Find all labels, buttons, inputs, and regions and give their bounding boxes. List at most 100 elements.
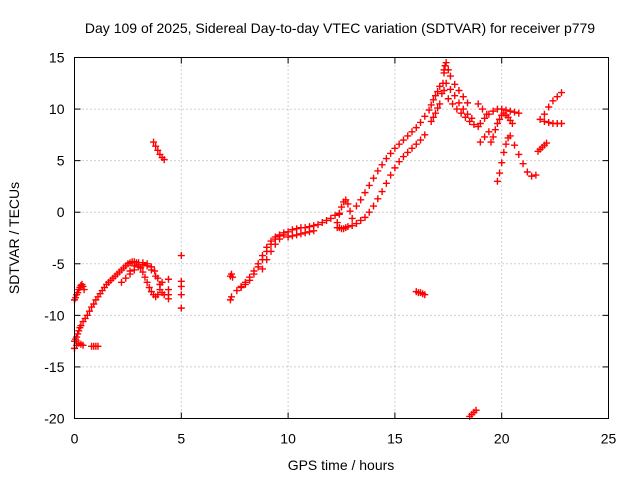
data-point — [139, 268, 147, 276]
grid-lines — [74, 57, 609, 419]
data-point — [158, 289, 166, 297]
data-point — [399, 153, 407, 161]
data-point — [164, 295, 172, 303]
x-tick-label: 10 — [280, 431, 296, 447]
data-point — [361, 213, 369, 221]
data-point — [545, 118, 553, 126]
data-point — [77, 322, 85, 330]
data-point — [506, 107, 514, 115]
data-point — [293, 225, 301, 233]
data-point — [151, 267, 159, 275]
data-point — [258, 265, 266, 273]
data-point — [237, 284, 245, 292]
data-point — [540, 110, 548, 118]
data-point — [421, 131, 429, 139]
data-point — [457, 109, 465, 117]
data-point — [357, 196, 365, 204]
y-tick-labels: -20 -15 -10 -5 0 5 10 15 — [44, 50, 64, 427]
data-point — [500, 148, 508, 156]
data-point — [440, 69, 448, 77]
data-point — [453, 105, 461, 113]
data-point — [464, 99, 472, 107]
data-point — [378, 161, 386, 169]
data-point — [227, 293, 235, 301]
data-point — [338, 203, 345, 211]
data-point — [421, 291, 429, 299]
data-point — [288, 232, 296, 240]
data-point — [250, 270, 258, 278]
y-tick-label: 5 — [57, 153, 65, 169]
data-point — [154, 146, 162, 154]
data-point — [523, 168, 531, 176]
data-point — [83, 311, 91, 319]
y-tick-label: 0 — [57, 204, 65, 220]
data-point — [481, 114, 489, 122]
x-axis-label: GPS time / hours — [288, 457, 395, 473]
data-point — [348, 222, 356, 230]
data-point — [301, 229, 309, 237]
y-tick-label: -10 — [44, 307, 64, 323]
data-point — [498, 159, 506, 167]
data-point — [511, 141, 519, 149]
data-point — [177, 252, 185, 260]
data-point — [519, 160, 527, 168]
data-point — [85, 307, 93, 315]
data-point — [408, 144, 416, 152]
data-point — [404, 148, 412, 156]
data-point — [421, 112, 429, 120]
data-point — [540, 117, 548, 125]
data-point — [408, 128, 416, 136]
data-point — [284, 233, 292, 241]
data-point — [229, 273, 237, 281]
data-point — [515, 109, 523, 117]
data-point — [493, 177, 501, 185]
y-tick-label: -15 — [44, 359, 64, 375]
data-point — [417, 136, 425, 144]
data-point — [382, 155, 390, 163]
data-point — [399, 136, 407, 144]
data-point — [444, 66, 452, 74]
axis-ticks — [74, 57, 609, 419]
data-point — [352, 202, 360, 210]
data-point — [352, 220, 360, 228]
y-tick-label: -20 — [44, 411, 64, 427]
data-point — [391, 144, 399, 152]
data-point — [382, 179, 390, 187]
data-point — [314, 221, 322, 229]
data-point — [271, 240, 279, 248]
data-point — [476, 120, 484, 128]
data-point — [436, 100, 444, 108]
data-point — [491, 126, 499, 134]
data-point — [498, 105, 506, 113]
data-point — [543, 139, 551, 147]
data-point — [459, 93, 467, 101]
data-point — [331, 211, 339, 219]
data-point — [429, 96, 437, 104]
data-point — [387, 171, 395, 179]
x-tick-label: 0 — [71, 431, 79, 447]
data-point — [344, 223, 352, 231]
data-point — [233, 287, 241, 295]
data-point — [141, 273, 149, 281]
y-tick-label: 15 — [49, 50, 65, 66]
data-point — [532, 171, 540, 179]
data-point — [297, 230, 305, 238]
data-point — [280, 231, 288, 239]
data-point — [425, 106, 433, 114]
data-point — [227, 270, 235, 278]
chart-title: Day 109 of 2025, Sidereal Day-to-day VTE… — [85, 20, 595, 36]
data-point — [288, 226, 296, 234]
data-point — [327, 214, 335, 222]
data-point — [446, 85, 454, 93]
data-point — [374, 195, 382, 203]
data-point — [412, 140, 420, 148]
data-point — [446, 72, 454, 80]
data-point — [342, 196, 350, 204]
data-point — [160, 156, 168, 164]
data-point — [545, 103, 553, 111]
data-point — [427, 101, 435, 109]
data-point — [493, 120, 501, 128]
data-point — [117, 278, 125, 286]
data-point — [558, 120, 566, 128]
